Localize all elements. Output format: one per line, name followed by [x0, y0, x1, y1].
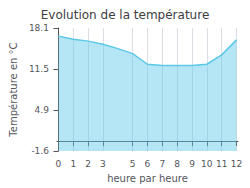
svg-text:11: 11: [216, 159, 227, 169]
svg-text:6: 6: [145, 159, 151, 169]
svg-text:18.1: 18.1: [29, 23, 49, 33]
svg-text:12: 12: [231, 159, 242, 169]
svg-text:10: 10: [201, 159, 213, 169]
svg-text:0: 0: [56, 159, 62, 169]
svg-text:3: 3: [100, 159, 106, 169]
svg-text:5: 5: [130, 159, 136, 169]
svg-text:8: 8: [174, 159, 180, 169]
svg-text:-1.6: -1.6: [31, 146, 49, 156]
svg-text:7: 7: [159, 159, 165, 169]
svg-text:1: 1: [70, 159, 76, 169]
svg-text:11.5: 11.5: [29, 64, 49, 74]
svg-text:9: 9: [189, 159, 195, 169]
svg-text:Température en °C: Température en °C: [8, 42, 19, 137]
svg-text:heure par heure: heure par heure: [107, 173, 188, 184]
svg-text:Evolution de la température: Evolution de la température: [41, 8, 210, 22]
svg-text:4.9: 4.9: [35, 105, 50, 115]
svg-text:2: 2: [85, 159, 91, 169]
